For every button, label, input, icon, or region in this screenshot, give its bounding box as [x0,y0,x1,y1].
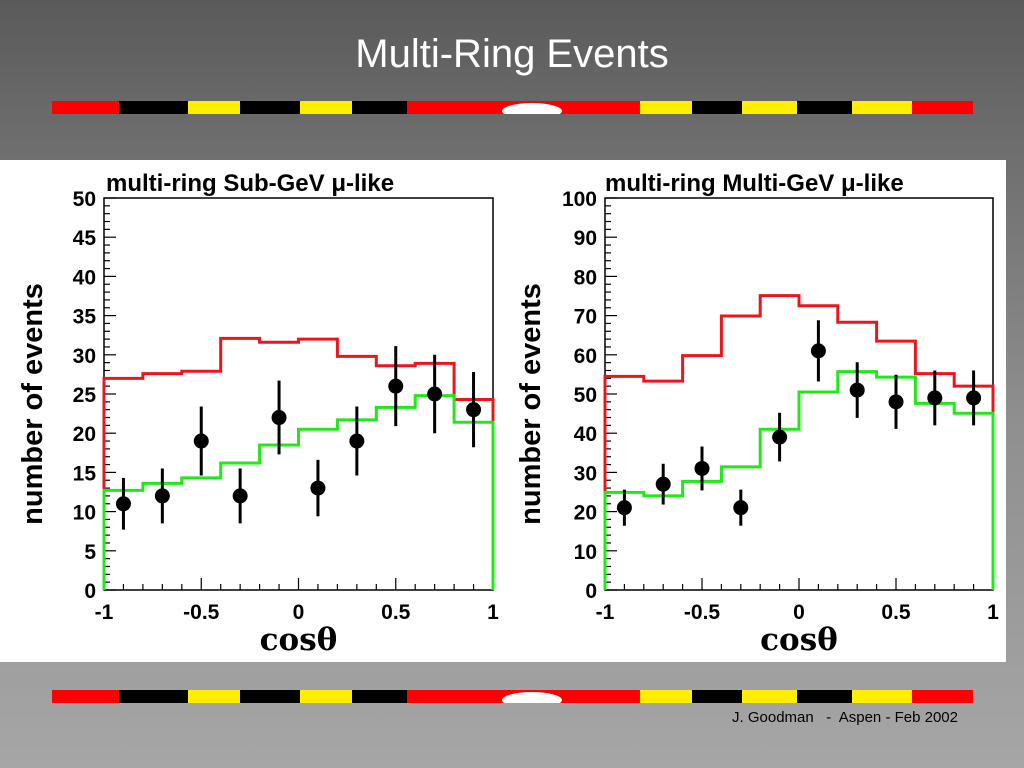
data-point [849,382,865,398]
data-point [271,410,287,426]
chart-title: multi-ring Sub-GeV μ-like [106,170,394,197]
y-tick-label: 15 [73,462,97,485]
data-point [310,480,326,496]
stripe-segment [352,690,407,703]
x-tick-label: -0.5 [183,601,220,624]
stripe-segment [188,690,240,703]
decorative-stripe-bottom [52,690,973,703]
data-point [193,433,209,449]
y-tick-label: 100 [562,188,597,211]
footer-credit: J. Goodman - Aspen - Feb 2002 [732,709,958,726]
y-tick-label: 20 [73,423,96,446]
data-point [349,433,365,449]
red-step-histogram [603,294,995,590]
x-tick-label: -0.5 [684,601,721,624]
y-tick-label: 20 [574,502,597,525]
y-tick-label: 50 [574,384,597,407]
chart-multi-gev-mu-like: multi-ring Multi-GeV μ-like0102030405060… [515,170,999,658]
data-point [966,390,982,406]
data-point [115,496,131,512]
stripe-segment [692,101,742,114]
y-tick-label: 60 [574,345,597,368]
y-tick-label: 40 [73,266,96,289]
data-point [427,386,443,402]
stripe-segment [742,101,797,114]
y-tick-label: 10 [574,541,597,564]
y-tick-label: 50 [73,188,96,211]
y-axis-label: number of events [515,283,547,525]
stripe-segment [692,690,742,703]
stripe-segment [852,101,912,114]
y-tick-label: 35 [73,306,97,329]
x-tick-label: -1 [95,601,114,624]
data-point [694,460,710,476]
data-point [232,488,248,504]
chart-panel: multi-ring Sub-GeV μ-like 0 5 10 15 20 25 30 35 4… [0,160,1006,662]
chart-sub-gev-mu-like: multi-ring Sub-GeV μ-like051015202530354… [17,170,499,658]
charts-figure: multi-ring Sub-GeV μ-like051015202530354… [17,170,999,658]
x-tick-label: 1 [987,601,999,624]
stripe-segment [52,101,119,114]
data-point [466,402,482,418]
y-tick-label: 45 [73,227,97,250]
x-tick-label: 1 [487,601,499,624]
decorative-stripe-top [52,101,973,114]
stripe-segment [352,101,407,114]
data-point [616,500,632,516]
y-tick-label: 30 [574,462,597,485]
stripe-segment [300,690,352,703]
x-tick-label: -1 [596,601,615,624]
stripe-emblem [502,103,562,114]
stripe-segment [300,101,352,114]
y-tick-label: 5 [84,541,96,564]
y-tick-label: 40 [574,423,597,446]
y-axis-label: number of events [17,283,49,525]
x-tick-label: 0 [793,601,805,624]
y-tick-label: 0 [84,580,96,603]
stripe-segment [640,690,692,703]
data-point [388,378,404,394]
y-tick-label: 80 [574,266,597,289]
data-point [655,476,671,492]
y-tick-label: 70 [574,306,597,329]
stripe-segment [240,690,300,703]
x-axis-label: cosθ [260,622,338,658]
data-point [810,343,826,359]
stripe-segment [912,101,973,114]
x-tick-label: 0 [293,601,305,624]
data-point [772,429,788,445]
stripe-emblem [502,692,562,703]
stripe-segment [52,690,119,703]
data-point [154,488,170,504]
y-tick-label: 90 [574,227,597,250]
stripe-segment [119,690,188,703]
stripe-segment [742,690,797,703]
data-point [888,394,904,410]
x-axis-label: cosθ [760,622,838,658]
stripe-segment [797,690,852,703]
y-tick-label: 30 [73,345,96,368]
stripe-segment [912,690,973,703]
stripe-segment [188,101,240,114]
slide-title: Multi-Ring Events [355,32,669,76]
y-tick-label: 25 [73,384,97,407]
data-point [733,500,749,516]
stripe-segment [852,690,912,703]
stripe-segment [640,101,692,114]
x-tick-label: 0.5 [381,601,411,624]
y-tick-label: 10 [73,502,96,525]
chart-title: multi-ring Multi-GeV μ-like [605,170,904,197]
x-tick-label: 0.5 [881,601,911,624]
stripe-segment [119,101,188,114]
stripe-segment [797,101,852,114]
data-point [927,390,943,406]
y-tick-label: 0 [585,580,597,603]
stripe-segment [240,101,300,114]
